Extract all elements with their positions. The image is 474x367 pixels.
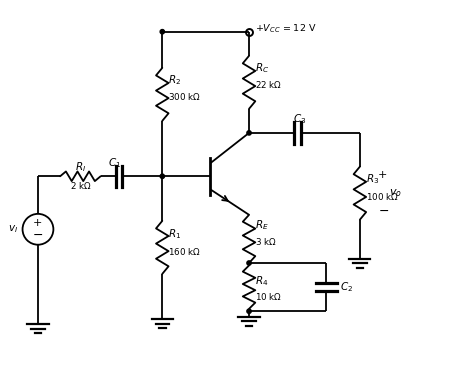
Text: 22 k$\Omega$: 22 k$\Omega$ (255, 79, 282, 90)
Text: $R_2$: $R_2$ (168, 73, 181, 87)
Circle shape (160, 174, 164, 178)
Circle shape (247, 261, 251, 265)
Text: $v_I$: $v_I$ (8, 224, 18, 235)
Text: 2 k$\Omega$: 2 k$\Omega$ (70, 181, 91, 192)
Text: 100 k$\Omega$: 100 k$\Omega$ (365, 192, 399, 203)
Circle shape (160, 29, 164, 34)
Text: $R_3$: $R_3$ (365, 172, 379, 186)
Circle shape (247, 309, 251, 313)
Text: $R_4$: $R_4$ (255, 275, 268, 288)
Text: +: + (378, 170, 388, 180)
Text: $R_I$: $R_I$ (75, 161, 86, 174)
Text: $R_E$: $R_E$ (255, 218, 269, 232)
Circle shape (247, 131, 251, 135)
Text: $v_o$: $v_o$ (389, 187, 402, 199)
Text: $C_1$: $C_1$ (109, 156, 122, 170)
Text: $+V_{CC}$ = 12 V: $+V_{CC}$ = 12 V (255, 22, 317, 34)
Text: +: + (33, 218, 43, 229)
Text: 300 k$\Omega$: 300 k$\Omega$ (168, 91, 201, 102)
Text: $C_3$: $C_3$ (292, 113, 306, 126)
Text: −: − (378, 205, 389, 218)
Text: 3 k$\Omega$: 3 k$\Omega$ (255, 236, 276, 247)
Text: $C_2$: $C_2$ (340, 280, 353, 294)
Text: 160 k$\Omega$: 160 k$\Omega$ (168, 246, 201, 257)
Text: $R_C$: $R_C$ (255, 61, 269, 75)
Text: −: − (33, 229, 43, 242)
Text: 10 k$\Omega$: 10 k$\Omega$ (255, 291, 282, 302)
Text: $R_1$: $R_1$ (168, 227, 181, 241)
